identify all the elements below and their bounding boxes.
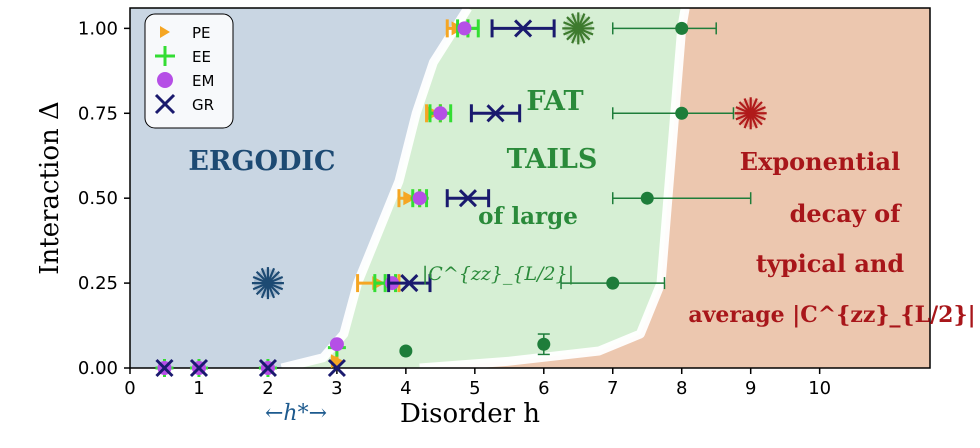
star-marker [562, 12, 595, 45]
gr-point [458, 189, 477, 208]
x-tick-label: 5 [469, 378, 480, 399]
x-tick-label: 6 [538, 378, 549, 399]
region-label-fat-2: TAILS [507, 144, 598, 175]
plot-border [129, 7, 931, 369]
x-tick-label: 0 [124, 378, 135, 399]
y-axis-label: Interaction Δ [35, 101, 65, 275]
x-axis-label: Disorder h [400, 399, 540, 429]
x-tick-label: 3 [331, 378, 342, 399]
region-label-exp-3: typical and [756, 249, 905, 278]
star-marker [734, 97, 767, 130]
data-series [155, 19, 752, 378]
region-label-fat-4: |C^{zz}_{L/2}| [422, 263, 574, 285]
legend-em-marker [157, 72, 173, 88]
legend-ee-label: EE [192, 48, 211, 66]
em-point [412, 191, 427, 206]
correlation-point [399, 344, 413, 358]
gr-point [189, 358, 209, 378]
legend-ee-marker [155, 46, 175, 66]
x-tick-label: 9 [745, 378, 756, 399]
correlation-point [675, 21, 689, 35]
gr-point [514, 19, 533, 38]
correlation-point [606, 276, 620, 290]
gr-point [486, 104, 505, 123]
star-ray [735, 106, 766, 121]
y-tick-label: 0.00 [78, 358, 118, 379]
star-marker [251, 267, 284, 300]
gr-point [155, 358, 174, 378]
legend: PE EE EM GR [144, 13, 234, 129]
gr-point [327, 358, 346, 378]
series-correlation [399, 21, 752, 358]
legend-box [144, 13, 234, 129]
em-point [457, 21, 472, 36]
legend-pe-marker [160, 26, 170, 38]
region-label-exp-4: average |C^{zz}_{L/2}| [688, 302, 975, 328]
x-tick-label: 4 [400, 378, 411, 399]
pe-point [403, 191, 417, 206]
y-tick-label: 1.00 [78, 18, 118, 39]
region-label-exp-2: decay of [790, 199, 903, 228]
x-tick-label: 2 [262, 378, 273, 399]
em-point [329, 337, 344, 352]
y-tick-label: 0.25 [78, 273, 118, 294]
hstar-label: ←h*→ [265, 401, 327, 426]
plot-frame [129, 7, 931, 369]
region-label-ergodic: ERGODIC [188, 146, 335, 177]
legend-gr-label: GR [192, 96, 214, 114]
legend-gr-marker [154, 93, 176, 115]
legend-pe-label: PE [192, 24, 211, 42]
gr-point [400, 274, 419, 293]
correlation-point [640, 191, 654, 205]
x-tick-label: 10 [808, 378, 831, 399]
star-ray [563, 21, 594, 36]
legend-em-label: EM [192, 72, 214, 90]
region-label-fat-3: of large [478, 203, 578, 230]
series-gr [155, 19, 556, 378]
region-label-exp-1: Exponential [740, 147, 900, 176]
boundary-ergodic-fat [280, 8, 472, 368]
x-tick-label: 8 [676, 378, 687, 399]
star-markers [251, 12, 767, 300]
star-ray [252, 275, 284, 291]
region-label-fat-1: FAT [526, 86, 583, 117]
y-tick-label: 0.50 [78, 188, 118, 209]
correlation-point [537, 337, 551, 351]
x-tick-label: 7 [607, 378, 618, 399]
em-point [433, 106, 448, 121]
x-tick-label: 1 [193, 378, 204, 399]
correlation-point [675, 106, 689, 120]
gr-point [258, 358, 277, 378]
y-tick-label: 0.75 [78, 103, 118, 124]
